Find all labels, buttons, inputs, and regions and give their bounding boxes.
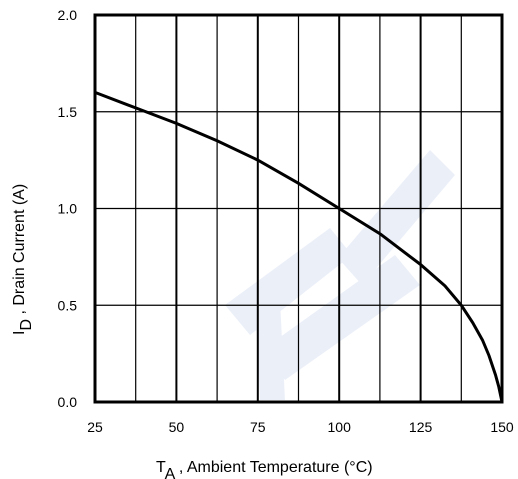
grid <box>94 14 503 403</box>
x-tick-label: 25 <box>87 419 103 435</box>
x-tick-label: 50 <box>169 419 185 435</box>
x-axis-label-sub: A <box>165 466 176 479</box>
plot-frame <box>93 13 504 404</box>
watermark-logo <box>225 150 455 400</box>
x-tick-label: 75 <box>250 419 266 435</box>
x-tick-label: 100 <box>328 419 352 435</box>
series-line <box>94 90 504 403</box>
y-tick-label: 2.0 <box>58 7 78 23</box>
x-tick-label: 125 <box>409 419 433 435</box>
x-axis-label: TA , Ambient Temperature (°C) <box>156 459 373 479</box>
y-tick-label: 1.5 <box>58 104 78 120</box>
y-tick-label: 0.5 <box>58 297 78 313</box>
x-tick-labels: 25 50 75 100 125 150 <box>87 419 514 435</box>
y-tick-label: 1.0 <box>58 201 78 217</box>
y-tick-labels: 0.0 0.5 1.0 1.5 2.0 <box>58 7 78 410</box>
y-axis-label: ID , Drain Current (A) <box>11 184 35 335</box>
y-tick-label: 0.0 <box>58 394 78 410</box>
x-tick-label: 150 <box>490 419 514 435</box>
y-axis-label-sub: D <box>18 319 35 331</box>
